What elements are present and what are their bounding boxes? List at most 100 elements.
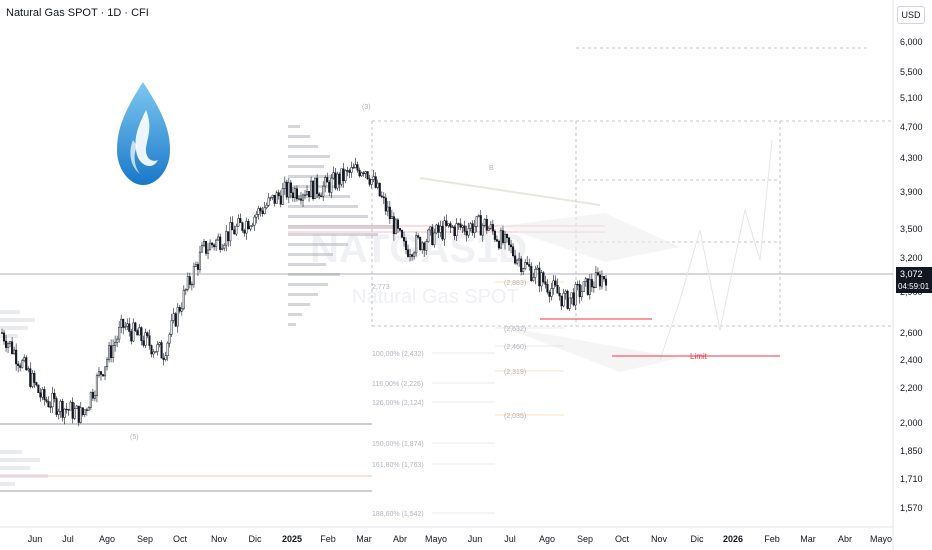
currency-button[interactable]: USD <box>897 6 925 24</box>
candle-body <box>267 197 270 206</box>
wave-label-b: B <box>489 165 494 172</box>
candle-body <box>374 176 377 188</box>
fib-top-label: 2,773 <box>372 284 390 291</box>
candle-body <box>356 164 359 171</box>
candle-body <box>433 232 436 246</box>
candle-body <box>540 272 543 287</box>
candle-body <box>259 208 262 212</box>
candle-body <box>346 170 349 172</box>
candle-body <box>231 222 234 231</box>
candle-body <box>380 195 383 198</box>
candle-body <box>415 235 418 254</box>
candle-body <box>166 342 169 356</box>
candle-body <box>449 223 452 228</box>
candle-body <box>43 389 46 400</box>
candle-body <box>489 224 492 229</box>
candle-body <box>342 168 345 182</box>
candle-body <box>108 345 111 360</box>
candle-body <box>421 242 424 250</box>
candle-body <box>295 188 298 200</box>
candle-body <box>221 247 224 250</box>
candle-body <box>392 216 395 235</box>
price-tick: 1,570 <box>900 503 923 513</box>
candle-body <box>150 345 153 355</box>
candle-body <box>237 218 240 227</box>
candle-body <box>180 308 183 312</box>
candle-body <box>89 391 92 408</box>
candle-body <box>431 226 434 246</box>
candle-body <box>2 332 6 342</box>
candle-body <box>279 195 282 205</box>
candle-body <box>516 259 519 264</box>
candle-body <box>505 233 509 238</box>
price-tick: 2,000 <box>900 418 923 428</box>
price-tick: 5,100 <box>900 93 923 103</box>
candle-body <box>241 222 244 231</box>
candle-body <box>124 326 127 328</box>
candle-body <box>358 169 361 177</box>
candle-body <box>255 214 258 218</box>
candle-body <box>402 237 406 242</box>
time-tick: Ago <box>99 534 115 544</box>
candle-body <box>394 219 397 235</box>
candle-body <box>598 274 601 287</box>
candle-body <box>170 320 173 335</box>
candle-body <box>281 188 284 205</box>
candle-body <box>160 342 163 359</box>
price-tick: 6,000 <box>900 37 923 47</box>
time-tick: Mar <box>356 534 372 544</box>
candle-body <box>35 382 38 386</box>
candle-body <box>215 239 218 248</box>
candle-body <box>550 288 553 297</box>
candle-body <box>562 292 565 307</box>
candle-body <box>283 181 286 189</box>
candle-body <box>352 167 355 169</box>
candle-body <box>291 192 294 198</box>
candle-body <box>413 252 416 257</box>
candle-body <box>497 240 500 249</box>
candle-body <box>79 407 82 423</box>
fib-label: (2,883) <box>504 280 526 287</box>
candle-body <box>223 244 226 249</box>
candle-body <box>556 284 559 294</box>
candle-body <box>564 290 567 294</box>
candle-body <box>308 191 311 197</box>
candle-body <box>275 192 278 204</box>
candle-body <box>217 236 220 241</box>
natural-gas-logo <box>117 82 170 185</box>
price-tick: 4,300 <box>900 153 923 163</box>
price-tick: 2,600 <box>900 328 923 338</box>
time-tick: Dic <box>249 534 262 544</box>
candle-body <box>297 198 300 200</box>
time-tick: Mayo <box>425 534 447 544</box>
candle-body <box>245 221 248 234</box>
time-tick: Mar <box>800 534 816 544</box>
countdown-value: 04:59:01 <box>898 282 930 291</box>
candle-body <box>330 177 333 193</box>
candle-body <box>118 327 121 340</box>
candle-body <box>580 291 583 298</box>
candle-body <box>122 318 125 328</box>
candle-body <box>93 395 96 399</box>
time-tick: Feb <box>320 534 336 544</box>
time-tick: Abr <box>838 534 852 544</box>
candle-body <box>417 235 420 238</box>
candle-body <box>174 313 177 327</box>
fib-label: 150,00% (1,874) <box>372 441 424 448</box>
candle-body <box>251 224 254 227</box>
price-tick: 2,400 <box>900 355 923 365</box>
candle-body <box>439 225 442 233</box>
candle-body <box>265 205 268 209</box>
candle-body <box>249 225 252 230</box>
candle-body <box>11 341 14 354</box>
candle-body <box>491 224 494 232</box>
candle-body <box>507 237 511 246</box>
candle-body <box>154 351 157 353</box>
price-tick: 3,200 <box>900 253 923 263</box>
candle-body <box>190 283 193 286</box>
candle-body <box>144 332 147 346</box>
candle-body <box>324 177 327 187</box>
candle-body <box>378 182 381 197</box>
pennant-lower <box>500 326 680 372</box>
